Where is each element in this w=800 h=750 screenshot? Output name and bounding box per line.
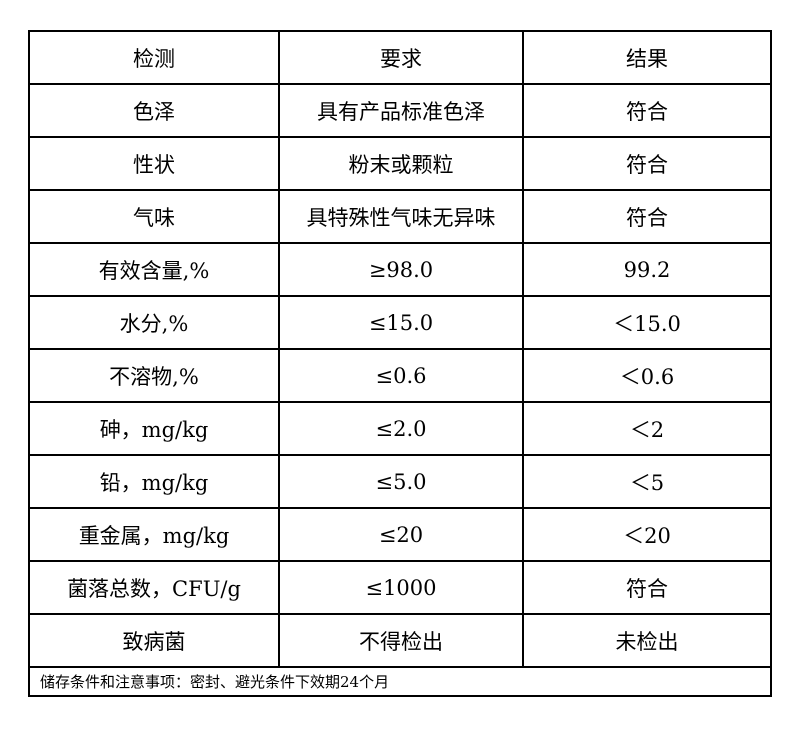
table-row: 不溶物,% ≤0.6 ＜0.6 xyxy=(28,348,772,403)
header-row: 检测 要求 结果 xyxy=(28,30,772,85)
note-row: 储存条件和注意事项：密封、避光条件下效期24个月 xyxy=(28,666,772,697)
header-cell: 结果 xyxy=(522,30,772,85)
requirement-cell: ≥98.0 xyxy=(278,242,524,297)
item-cell: 致病菌 xyxy=(28,613,280,668)
spec-table: 检测 要求 结果 色泽 具有产品标准色泽 符合 性状 粉末或颗粒 符合 气味 具特殊性气味无异… xyxy=(28,30,772,697)
header-cell: 检测 xyxy=(28,30,280,85)
result-cell: 99.2 xyxy=(522,242,772,297)
result-cell: 符合 xyxy=(522,136,772,191)
result-cell: ＜2 xyxy=(522,401,772,456)
item-cell: 不溶物,% xyxy=(28,348,280,403)
table-row: 铅，mg/kg ≤5.0 ＜5 xyxy=(28,454,772,509)
requirement-cell: 不得检出 xyxy=(278,613,524,668)
item-cell: 菌落总数，CFU/g xyxy=(28,560,280,615)
table-row: 砷，mg/kg ≤2.0 ＜2 xyxy=(28,401,772,456)
table-row: 致病菌 不得检出 未检出 xyxy=(28,613,772,668)
table-row: 性状 粉末或颗粒 符合 xyxy=(28,136,772,191)
requirement-cell: ≤1000 xyxy=(278,560,524,615)
table-row: 气味 具特殊性气味无异味 符合 xyxy=(28,189,772,244)
item-cell: 水分,% xyxy=(28,295,280,350)
result-cell: 未检出 xyxy=(522,613,772,668)
requirement-cell: 具有产品标准色泽 xyxy=(278,83,524,138)
table-row: 重金属，mg/kg ≤20 ＜20 xyxy=(28,507,772,562)
result-cell: 符合 xyxy=(522,189,772,244)
requirement-cell: ≤2.0 xyxy=(278,401,524,456)
header-cell: 要求 xyxy=(278,30,524,85)
item-cell: 铅，mg/kg xyxy=(28,454,280,509)
item-cell: 气味 xyxy=(28,189,280,244)
requirement-cell: 粉末或颗粒 xyxy=(278,136,524,191)
item-cell: 砷，mg/kg xyxy=(28,401,280,456)
requirement-cell: ≤5.0 xyxy=(278,454,524,509)
result-cell: 符合 xyxy=(522,560,772,615)
result-cell: ＜20 xyxy=(522,507,772,562)
result-cell: ＜5 xyxy=(522,454,772,509)
result-cell: 符合 xyxy=(522,83,772,138)
storage-note: 储存条件和注意事项：密封、避光条件下效期24个月 xyxy=(28,666,772,697)
requirement-cell: 具特殊性气味无异味 xyxy=(278,189,524,244)
requirement-cell: ≤0.6 xyxy=(278,348,524,403)
item-cell: 有效含量,% xyxy=(28,242,280,297)
table-row: 水分,% ≤15.0 ＜15.0 xyxy=(28,295,772,350)
result-cell: ＜0.6 xyxy=(522,348,772,403)
table-row: 色泽 具有产品标准色泽 符合 xyxy=(28,83,772,138)
item-cell: 色泽 xyxy=(28,83,280,138)
item-cell: 性状 xyxy=(28,136,280,191)
result-cell: ＜15.0 xyxy=(522,295,772,350)
item-cell: 重金属，mg/kg xyxy=(28,507,280,562)
requirement-cell: ≤15.0 xyxy=(278,295,524,350)
requirement-cell: ≤20 xyxy=(278,507,524,562)
table-row: 有效含量,% ≥98.0 99.2 xyxy=(28,242,772,297)
table-row: 菌落总数，CFU/g ≤1000 符合 xyxy=(28,560,772,615)
